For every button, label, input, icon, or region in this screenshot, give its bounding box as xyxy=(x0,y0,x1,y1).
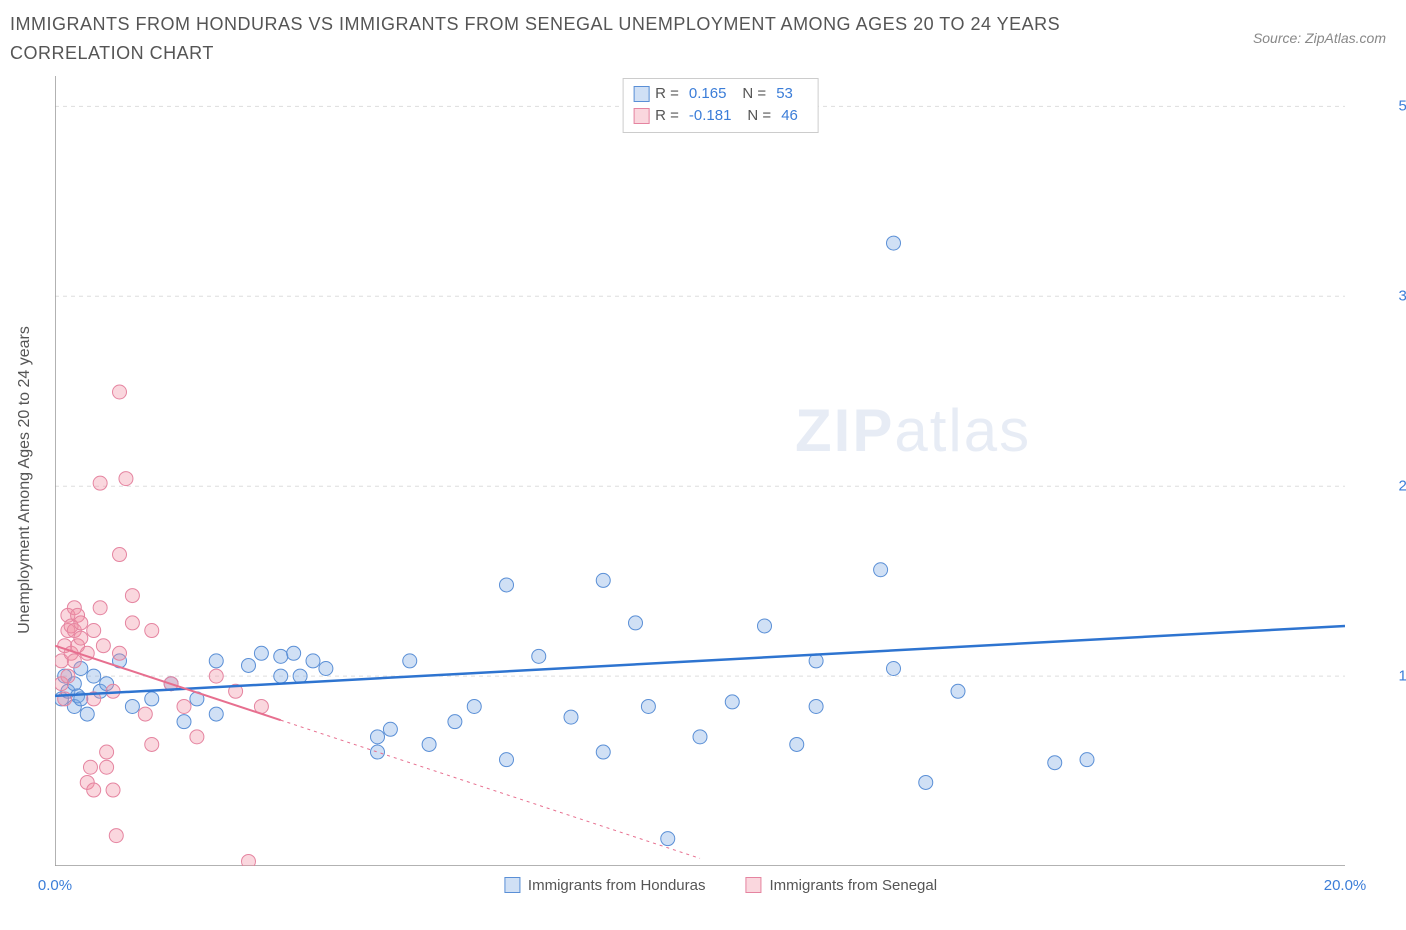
legend-item-senegal: Immigrants from Senegal xyxy=(745,877,937,894)
r-value-honduras: 0.165 xyxy=(689,83,727,106)
y-tick-label: 25.0% xyxy=(1398,477,1406,494)
n-label: N = xyxy=(747,105,771,128)
swatch-honduras xyxy=(633,86,649,102)
y-tick-label: 37.5% xyxy=(1398,287,1406,304)
n-value-honduras: 53 xyxy=(776,83,793,106)
x-tick-label: 0.0% xyxy=(38,877,72,894)
r-value-senegal: -0.181 xyxy=(689,105,732,128)
source-attribution: Source: ZipAtlas.com xyxy=(1253,30,1386,46)
r-label: R = xyxy=(655,105,679,128)
y-tick-label: 50.0% xyxy=(1398,97,1406,114)
swatch-senegal xyxy=(745,877,761,893)
legend-label-senegal: Immigrants from Senegal xyxy=(769,877,937,894)
n-value-senegal: 46 xyxy=(781,105,798,128)
x-tick-label: 20.0% xyxy=(1324,877,1367,894)
legend-label-honduras: Immigrants from Honduras xyxy=(528,877,706,894)
y-tick-label: 12.5% xyxy=(1398,667,1406,684)
chart-title: IMMIGRANTS FROM HONDURAS VS IMMIGRANTS F… xyxy=(10,10,1160,68)
chart-container: Unemployment Among Ages 20 to 24 years R… xyxy=(55,76,1386,866)
stats-legend-box: R = 0.165 N = 53 R = -0.181 N = 46 xyxy=(622,78,819,133)
bottom-legend: Immigrants from Honduras Immigrants from… xyxy=(504,877,937,894)
y-axis-label: Unemployment Among Ages 20 to 24 years xyxy=(16,326,34,634)
stats-row-honduras: R = 0.165 N = 53 xyxy=(633,83,808,106)
swatch-honduras xyxy=(504,877,520,893)
stats-row-senegal: R = -0.181 N = 46 xyxy=(633,105,808,128)
scatter-chart xyxy=(55,76,1345,866)
n-label: N = xyxy=(742,83,766,106)
r-label: R = xyxy=(655,83,679,106)
legend-item-honduras: Immigrants from Honduras xyxy=(504,877,706,894)
swatch-senegal xyxy=(633,108,649,124)
